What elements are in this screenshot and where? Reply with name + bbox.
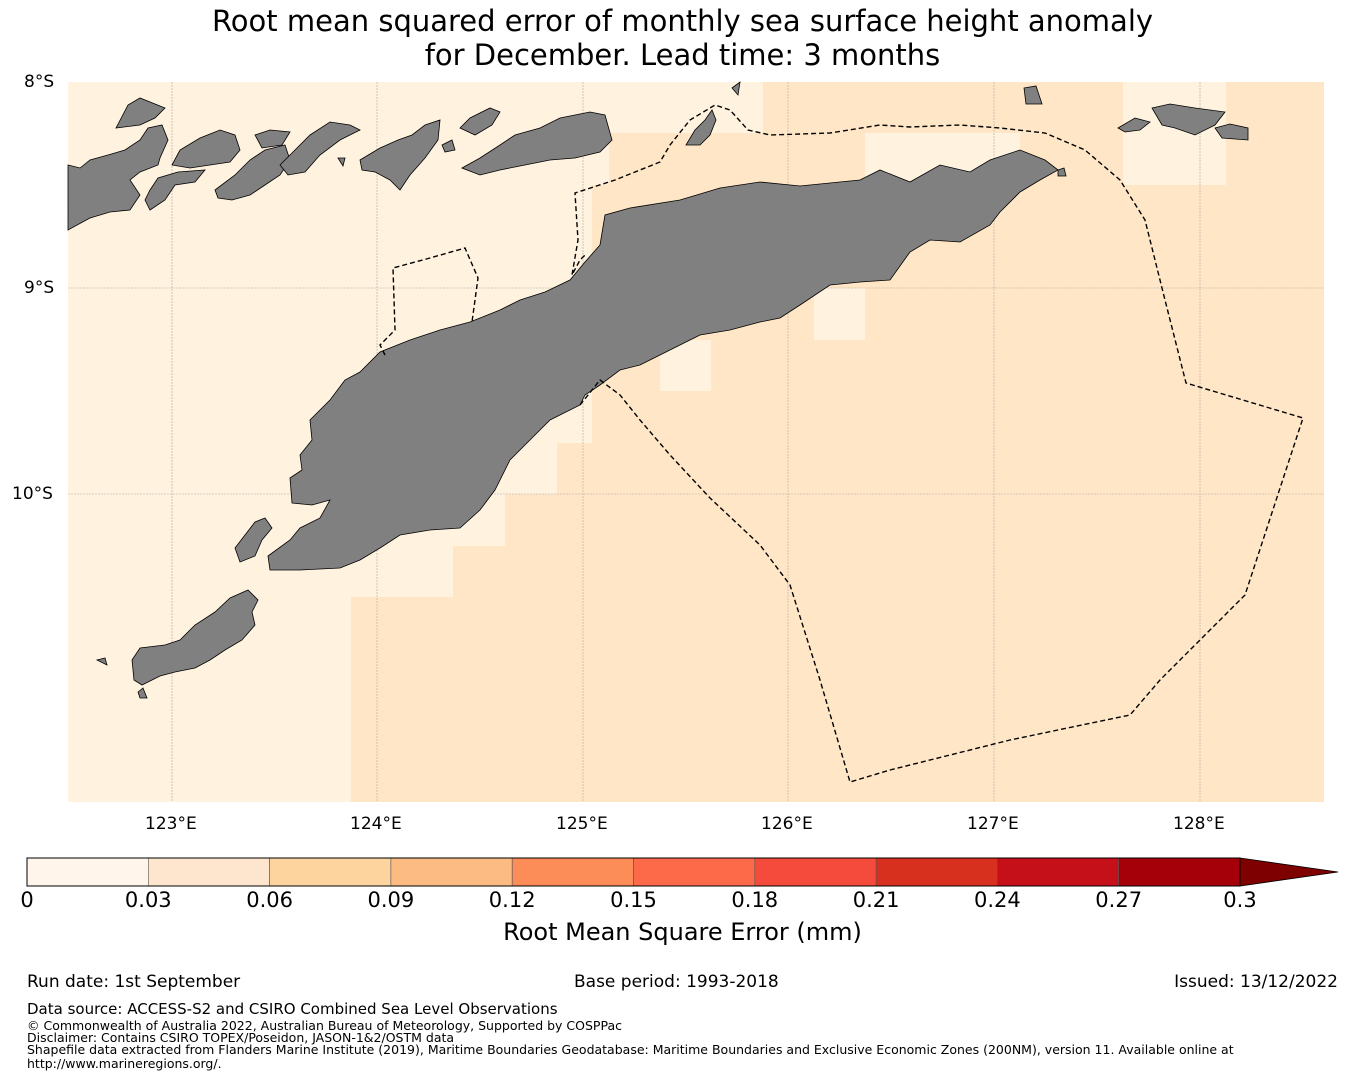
islet [1057,167,1067,177]
run-date: Run date: 1st September [27,972,241,992]
roti-island [234,517,273,563]
copyright: © Commonwealth of Australia 2022, Austra… [27,1018,622,1033]
shapefile-url: http://www.marineregions.org/. [27,1056,222,1071]
sawu-island [131,589,259,686]
colorbar-segment [1118,857,1241,887]
adonara-island [144,169,206,211]
pantar-island [279,121,361,176]
colorbar-tick-label: 0.06 [246,888,293,912]
islet [459,107,501,136]
lon-label: 123°E [145,814,197,834]
base-period: Base period: 1993-2018 [574,972,779,992]
islet [137,687,148,699]
islet [1214,123,1249,141]
islet [1117,117,1151,133]
islet [731,81,741,96]
colorbar-tick-label: 0.03 [124,888,172,912]
lon-label: 126°E [761,814,813,834]
map-title-line1: Root mean squared error of monthly sea s… [211,4,1154,38]
colorbar-tick-label: 0.3 [1223,888,1257,912]
lat-label: 9°S [24,278,55,298]
colorbar-segment [633,857,756,887]
map-title-line2: for December. Lead time: 3 months [424,38,941,72]
colorbar-segment [269,857,392,887]
lat-label: 8°S [24,72,55,92]
eez-boundary-oecusse [379,247,479,356]
colorbar-tick-label: 0.18 [731,888,779,912]
islet [1151,103,1226,136]
colorbar-extend-arrow [1239,857,1339,887]
timor-island [267,149,1059,571]
colorbar-tick-label: 0.24 [974,888,1021,912]
colorbar-segment [390,857,513,887]
colorbar-tick-label: 0.27 [1095,888,1143,912]
wetar-island [461,111,613,176]
lon-label: 124°E [350,814,402,834]
atauro-island [685,109,717,146]
flores-east [67,124,169,231]
lat-label: 10°S [12,484,53,504]
alor-island [359,119,441,191]
islet [254,129,291,149]
colorbar-label: Root Mean Square Error (mm) [503,918,862,946]
islet [337,157,346,168]
islet [115,97,166,129]
colorbar-tick-label: 0.15 [610,888,657,912]
colorbar-tick-label: 0.21 [852,888,900,912]
rmse-cell-bin0 [1123,82,1226,185]
lon-label: 127°E [967,814,1019,834]
colorbar-segment [511,857,634,887]
colorbar-segment [26,857,149,887]
colorbar-segment [148,857,270,887]
rmse-cell-bin0 [814,288,865,340]
data-source: Data source: ACCESS-S2 and CSIRO Combine… [27,1000,558,1018]
lon-label: 125°E [556,814,608,834]
islet [95,657,108,666]
islet [1023,85,1043,105]
colorbar-segment [997,857,1120,887]
lon-label: 128°E [1173,814,1225,834]
colorbar-tick-label: 0 [20,888,34,912]
eez-boundary [571,104,1304,783]
colorbar-segment [875,857,998,887]
issued-date: Issued: 13/12/2022 [1174,972,1338,992]
colorbar-tick-label: 0.12 [488,888,536,912]
land [67,81,1249,699]
colorbar-tick-label: 0.09 [367,888,415,912]
islet [441,139,456,153]
colorbar-segment [754,857,877,887]
colorbar-frame [26,857,1241,887]
solor-island [171,129,241,169]
shapefile-credit: Shapefile data extracted from Flanders M… [27,1042,1234,1057]
disclaimer: Disclaimer: Contains CSIRO TOPEX/Poseido… [27,1030,455,1045]
